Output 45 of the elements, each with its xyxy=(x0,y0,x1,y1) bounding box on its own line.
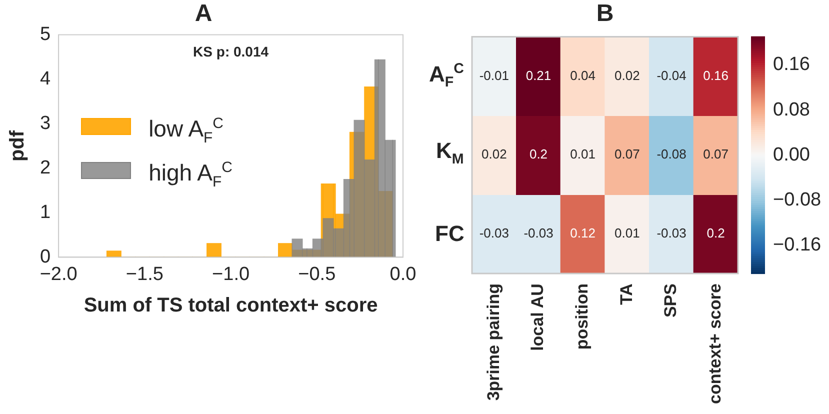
x-tick-label: 3prime pairing xyxy=(484,284,503,401)
data-label: -0.03 xyxy=(656,226,686,241)
data-label: -0.01 xyxy=(479,68,509,83)
y-tick-label: 3 xyxy=(40,112,51,134)
x-tick-label: 0.0 xyxy=(390,264,416,285)
x-axis-title: Sum of TS total context+ score xyxy=(84,294,378,317)
color-bar-label: 0.16 xyxy=(773,54,810,76)
chart-title: A xyxy=(194,0,212,28)
y-tick-label: 5 xyxy=(40,24,51,46)
color-bar-label: 0.00 xyxy=(773,144,810,166)
data-label: 0.2 xyxy=(529,146,548,162)
data-label: 0.04 xyxy=(570,68,596,83)
data-label: 0.12 xyxy=(570,226,596,241)
data-label: -0.03 xyxy=(524,226,554,241)
data-label: 0.02 xyxy=(482,146,507,162)
data-label: 0.01 xyxy=(570,146,596,162)
color-bar-label: −0.16 xyxy=(773,234,822,256)
x-tick-label: position xyxy=(572,284,592,350)
data-label: -0.03 xyxy=(479,226,509,241)
annotation: KS p: 0.014 xyxy=(193,44,269,60)
data-label: 0.01 xyxy=(614,226,640,241)
data-label: 0.2 xyxy=(706,226,725,241)
data-label: 0.16 xyxy=(703,68,728,83)
x-tick-label: −1.0 xyxy=(212,264,250,285)
data-label: 0.21 xyxy=(526,68,552,83)
x-tick-label: SPS xyxy=(661,284,680,318)
data-label: 0.07 xyxy=(614,146,640,162)
y-tick-label: 4 xyxy=(40,68,51,90)
y-axis-title: pdf xyxy=(6,130,29,162)
data-label: 0.07 xyxy=(703,146,728,162)
chart-title: B xyxy=(596,0,614,28)
x-tick-label: context+ score xyxy=(706,284,725,404)
color-bar-label: 0.08 xyxy=(773,99,810,120)
data-label: -0.04 xyxy=(656,68,686,83)
y-tick-label: FC xyxy=(435,221,464,248)
y-tick-label: 1 xyxy=(40,202,51,223)
color-bar-label: −0.08 xyxy=(773,189,822,210)
data-label: 0.02 xyxy=(614,68,640,83)
x-tick-label: local AU xyxy=(528,284,548,351)
x-tick-label: −0.5 xyxy=(298,264,336,285)
x-tick-label: −1.5 xyxy=(126,264,164,285)
x-tick-label: TA xyxy=(616,284,636,305)
y-tick-label: K$_{M}$ xyxy=(436,138,464,170)
data-label: -0.08 xyxy=(656,146,686,162)
y-tick-label: 2 xyxy=(40,157,51,178)
